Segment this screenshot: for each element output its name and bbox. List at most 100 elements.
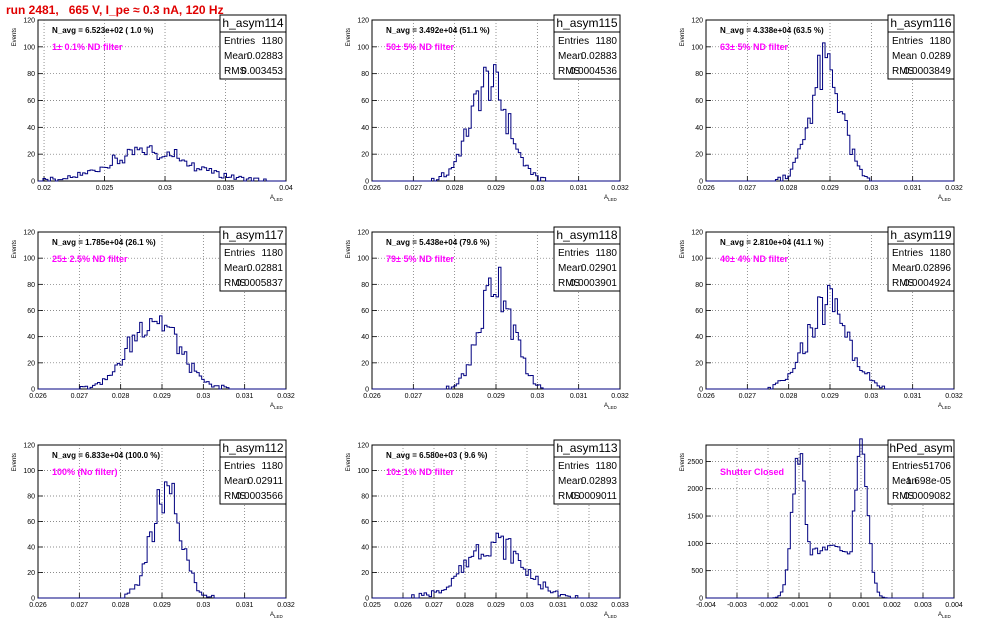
x-axis-title-main: A xyxy=(604,195,608,201)
y-tick-label: 60 xyxy=(27,519,35,526)
stats-label-entries: Entries xyxy=(892,36,923,47)
histogram-line xyxy=(372,266,620,390)
stats-label-entries: Entries xyxy=(558,36,589,47)
x-tick-label: 0.027 xyxy=(71,393,89,400)
x-axis-title: ALED xyxy=(604,195,618,202)
y-tick-label: 120 xyxy=(357,443,369,450)
stats-value-rms: 0.0004536 xyxy=(570,66,618,77)
histogram-h_asym117: 0.026 0.027 0.028 0.029 0.03 0.031 0.032 0 20 40 6… xyxy=(12,226,295,410)
stats-label-mean: Mean xyxy=(224,476,249,487)
histogram-line xyxy=(372,532,620,599)
y-tick-label: 120 xyxy=(691,18,703,25)
histogram-h_asym113: 0.025 0.026 0.027 0.028 0.029 0.03 0.031 0.032 0… xyxy=(346,439,629,619)
y-axis-title: Events xyxy=(680,453,686,471)
y-tick-label: 0 xyxy=(365,387,369,394)
n-avg-label: N_avg = 6.580e+03 ( 9.6 %) xyxy=(386,451,488,460)
y-tick-label: 80 xyxy=(695,282,703,289)
x-axis-title-sub: LED xyxy=(942,197,952,202)
stats-label-entries: Entries xyxy=(892,248,923,259)
x-tick-label: 0.03 xyxy=(197,393,211,400)
y-tick-label: 120 xyxy=(357,18,369,25)
x-tick-label: 0.028 xyxy=(780,185,798,192)
stats-value-rms: 0.0009011 xyxy=(570,491,617,502)
stats-box xyxy=(553,243,621,292)
x-tick-label: 0.032 xyxy=(611,393,629,400)
x-tick-label: 0.031 xyxy=(236,602,254,609)
x-tick-label: 0.027 xyxy=(71,602,89,609)
y-tick-label: 60 xyxy=(695,308,703,315)
stats-value-mean: 0.02883 xyxy=(247,51,284,62)
x-tick-label: 0.027 xyxy=(405,393,423,400)
y-tick-label: 40 xyxy=(695,125,703,132)
x-axis-title-main: A xyxy=(604,612,608,618)
x-tick-label: 0.029 xyxy=(487,393,505,400)
stats-label-mean: Mean xyxy=(892,476,917,487)
histogram-h_asym114: 0.02 0.025 0.03 0.035 0.04 0 20 40 60 80 100 120 Eve… xyxy=(12,14,293,202)
stats-title: hPed_asym xyxy=(889,441,952,455)
x-axis-title-main: A xyxy=(270,195,274,201)
y-tick-label: 100 xyxy=(691,256,703,263)
y-axis-title: Events xyxy=(680,240,686,258)
x-axis-title: ALED xyxy=(938,403,952,410)
stats-label-rms: RMS xyxy=(892,278,915,289)
y-axis-title: Events xyxy=(680,28,686,46)
y-tick-label: 40 xyxy=(361,125,369,132)
histogram-h_asym112: 0.026 0.027 0.028 0.029 0.03 0.031 0.032 0 20 40 6… xyxy=(12,439,295,619)
x-tick-label: 0.028 xyxy=(780,393,798,400)
stats-label-entries: Entries xyxy=(558,461,589,472)
y-tick-label: 0 xyxy=(31,596,35,603)
stats-label-mean: Mean xyxy=(558,263,583,274)
y-tick-label: 120 xyxy=(691,230,703,237)
y-tick-label: 0 xyxy=(31,179,35,186)
x-axis-title: ALED xyxy=(604,612,618,619)
x-axis-title-main: A xyxy=(938,612,942,618)
stats-title: h_asym118 xyxy=(556,228,617,242)
stats-label-rms: RMS xyxy=(224,491,247,502)
n-avg-label: N_avg = 6.523e+02 ( 1.0 %) xyxy=(52,26,154,35)
y-tick-label: 1000 xyxy=(687,541,703,548)
y-tick-label: 0 xyxy=(365,596,369,603)
x-tick-label: 0.028 xyxy=(456,602,474,609)
x-tick-label: 0.025 xyxy=(96,185,114,192)
x-axis-title-sub: LED xyxy=(608,197,618,202)
histogram-hPed_asym: -0.004 -0.003 -0.002 -0.001 0 0.001 0.002 0.003… xyxy=(680,438,963,619)
y-tick-label: 2500 xyxy=(687,459,703,466)
x-tick-label: 0.03 xyxy=(531,185,545,192)
y-tick-label: 120 xyxy=(23,18,35,25)
stats-label-mean: Mean xyxy=(892,263,917,274)
y-axis-title: Events xyxy=(12,28,18,46)
stats-value-rms: 0.003453 xyxy=(241,66,283,77)
y-tick-label: 100 xyxy=(23,44,35,51)
stats-label-entries: Entries xyxy=(224,248,255,259)
histogram-line xyxy=(706,284,954,390)
y-tick-label: 1500 xyxy=(687,514,703,521)
x-axis-title-sub: LED xyxy=(274,197,284,202)
x-axis-title: ALED xyxy=(938,195,952,202)
y-tick-label: 20 xyxy=(361,152,369,159)
x-tick-label: 0.031 xyxy=(570,185,588,192)
stats-box xyxy=(553,456,621,505)
stats-box xyxy=(887,243,955,292)
x-tick-label: 0.026 xyxy=(363,185,381,192)
y-tick-label: 500 xyxy=(691,568,703,575)
stats-title: h_asym119 xyxy=(890,228,951,242)
y-tick-label: 80 xyxy=(27,71,35,78)
stats-title: h_asym116 xyxy=(890,16,951,30)
y-tick-label: 120 xyxy=(23,230,35,237)
x-tick-label: -0.001 xyxy=(789,602,809,609)
y-tick-label: 2000 xyxy=(687,486,703,493)
stats-value-mean: 0.02881 xyxy=(247,263,284,274)
filter-label: 100% (No filter) xyxy=(52,467,118,477)
y-tick-label: 80 xyxy=(695,71,703,78)
x-tick-label: 0.033 xyxy=(611,602,629,609)
y-tick-label: 40 xyxy=(361,545,369,552)
x-tick-label: 0.029 xyxy=(821,185,839,192)
stats-label-mean: Mean xyxy=(224,263,249,274)
stats-value-entries: 1180 xyxy=(595,248,617,259)
filter-label: 1± 0.1% ND filter xyxy=(52,42,123,52)
x-tick-label: 0.032 xyxy=(611,185,629,192)
histogram-line xyxy=(38,315,286,390)
y-tick-label: 100 xyxy=(357,44,369,51)
x-tick-label: 0.03 xyxy=(197,602,211,609)
